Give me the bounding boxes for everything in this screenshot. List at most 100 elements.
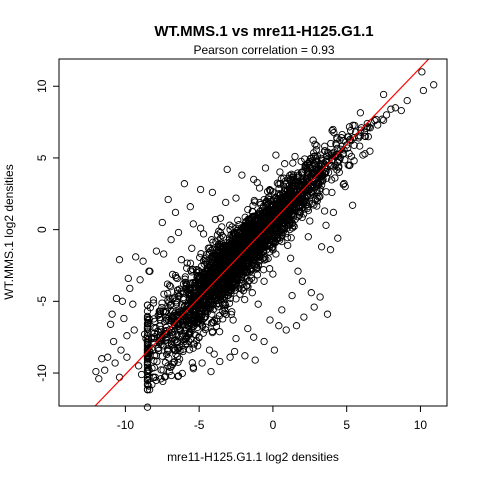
cloud-point <box>300 198 308 206</box>
cloud-point <box>255 221 263 229</box>
cloud-point <box>209 238 217 246</box>
data-point <box>158 218 166 227</box>
points-layer <box>92 68 438 411</box>
cloud-point <box>204 282 213 290</box>
cloud-point <box>143 403 152 411</box>
cloud-point <box>216 228 225 237</box>
cloud-point <box>241 213 249 221</box>
data-point <box>120 314 128 323</box>
cloud-point <box>232 295 240 303</box>
data-point <box>161 309 169 317</box>
cloud-point <box>296 203 304 211</box>
cloud-point <box>316 172 325 180</box>
data-point <box>328 149 336 158</box>
y-tick-label: 5 <box>35 154 49 161</box>
data-point <box>196 185 205 194</box>
data-point <box>260 277 268 285</box>
cloud-point <box>143 313 152 322</box>
x-tick-label: -5 <box>194 418 205 432</box>
cloud-point <box>279 195 287 203</box>
data-point <box>225 241 233 250</box>
data-point <box>357 124 366 132</box>
cloud-point <box>248 239 257 247</box>
cloud-point <box>242 237 250 245</box>
cloud-point <box>157 366 165 374</box>
data-point <box>430 81 438 89</box>
data-point <box>145 366 153 374</box>
data-point <box>216 357 224 366</box>
cloud-point <box>215 328 224 336</box>
data-point <box>238 261 246 270</box>
data-point <box>248 289 256 297</box>
data-point <box>171 208 180 217</box>
cloud-point <box>309 199 317 207</box>
data-point <box>226 353 234 361</box>
cloud-point <box>315 162 323 170</box>
cloud-point <box>194 266 203 274</box>
data-point <box>281 160 289 168</box>
cloud-point <box>224 242 232 251</box>
cloud-point <box>256 240 264 248</box>
data-point <box>323 310 332 318</box>
data-point <box>382 111 391 119</box>
cloud-point <box>242 282 251 290</box>
cloud-point <box>302 194 310 202</box>
cloud-point <box>143 385 152 394</box>
data-point <box>174 372 183 380</box>
cloud-point <box>190 330 198 338</box>
cloud-point <box>201 313 209 321</box>
data-point <box>123 332 131 340</box>
data-point <box>223 165 231 174</box>
cloud-point <box>202 323 210 331</box>
data-point <box>347 137 355 145</box>
data-point <box>418 68 426 76</box>
data-point <box>98 355 106 363</box>
cloud-point <box>189 344 197 352</box>
data-point <box>222 198 230 207</box>
cloud-point <box>161 327 169 336</box>
cloud-point <box>273 179 282 187</box>
cloud-point <box>160 290 168 298</box>
data-point <box>359 151 367 159</box>
data-point <box>291 152 299 161</box>
data-point <box>219 307 227 316</box>
y-tick-label: -5 <box>35 296 49 307</box>
cloud-point <box>260 219 268 228</box>
data-point <box>95 375 103 383</box>
data-point <box>101 366 109 374</box>
data-point <box>354 134 363 142</box>
data-point <box>208 188 217 197</box>
x-tick-label: 0 <box>270 418 277 432</box>
data-point <box>387 105 395 113</box>
cloud-point <box>146 304 154 312</box>
cloud-point <box>154 311 162 319</box>
cloud-point <box>143 358 152 366</box>
cloud-point <box>315 193 323 201</box>
cloud-point <box>287 234 295 242</box>
cloud-point <box>235 220 243 229</box>
cloud-point <box>279 211 287 220</box>
cloud-point <box>276 218 284 226</box>
cloud-point <box>257 200 265 209</box>
x-tick-label: 5 <box>343 418 350 432</box>
cloud-point <box>224 278 233 286</box>
cloud-point <box>191 285 200 293</box>
data-point <box>272 151 280 159</box>
cloud-point <box>206 244 214 252</box>
cloud-point <box>143 354 152 362</box>
data-point <box>307 289 315 297</box>
data-point <box>397 106 405 115</box>
data-point <box>145 267 153 275</box>
data-point <box>344 161 352 169</box>
cloud-point <box>263 187 272 196</box>
cloud-point <box>290 181 298 190</box>
data-point <box>261 213 270 221</box>
cloud-point <box>302 161 311 169</box>
cloud-point <box>322 188 330 196</box>
cloud-point <box>171 346 179 354</box>
cloud-point <box>263 236 271 244</box>
data-point <box>192 319 200 327</box>
data-point <box>177 256 186 264</box>
data-point <box>214 251 222 260</box>
cloud-point <box>261 216 269 225</box>
